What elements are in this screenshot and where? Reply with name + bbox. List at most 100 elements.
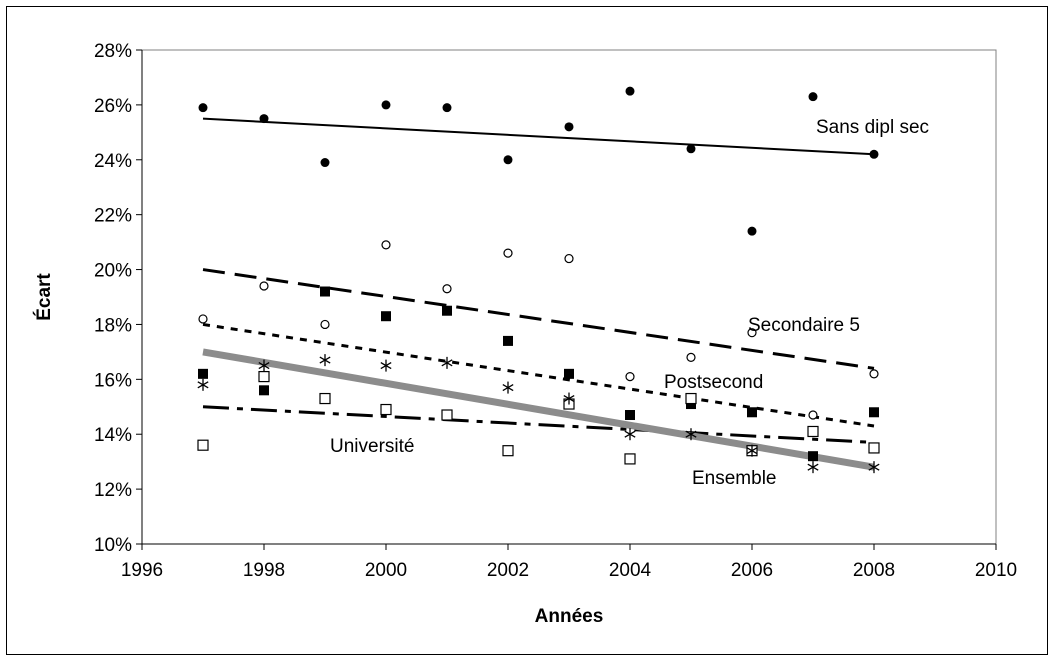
data-point-1 xyxy=(686,144,696,154)
data-point-2 xyxy=(869,369,879,379)
data-point-2 xyxy=(686,352,696,362)
data-point-4 xyxy=(868,442,880,454)
asterisk-stroke xyxy=(197,381,209,389)
y-tick-label: 24% xyxy=(94,151,132,172)
data-point-2 xyxy=(442,284,452,294)
x-axis-title: Années xyxy=(535,606,604,627)
series-label-1: Sans dipl sec xyxy=(816,117,929,138)
trendline-5 xyxy=(202,348,875,471)
data-point-5 xyxy=(685,428,697,441)
data-point-3 xyxy=(564,368,574,379)
data-point-5 xyxy=(502,381,514,394)
y-tick-label: 28% xyxy=(94,41,132,62)
series-label-3: Postsecond xyxy=(664,372,763,393)
data-point-1 xyxy=(503,155,513,165)
trendline-4 xyxy=(202,405,875,444)
data-point-2 xyxy=(625,371,635,382)
asterisk-stroke xyxy=(624,430,636,438)
data-point-3 xyxy=(869,407,879,418)
data-point-1 xyxy=(320,158,330,168)
data-point-3 xyxy=(503,335,513,346)
x-tick-label: 2002 xyxy=(487,560,529,581)
data-point-5 xyxy=(258,359,270,372)
y-tick-label: 14% xyxy=(94,425,132,446)
data-point-3 xyxy=(198,368,208,379)
data-point-4 xyxy=(807,425,819,438)
data-point-3 xyxy=(747,407,757,418)
data-point-2 xyxy=(503,248,513,258)
data-point-2 xyxy=(747,328,757,338)
data-point-5 xyxy=(746,444,758,457)
trendline-3 xyxy=(202,322,875,428)
series-label-2: Secondaire 5 xyxy=(748,315,860,336)
asterisk-stroke xyxy=(441,359,453,367)
data-point-4 xyxy=(197,439,209,451)
data-point-3 xyxy=(259,385,269,396)
data-point-1 xyxy=(381,100,391,110)
data-point-1 xyxy=(808,92,818,102)
data-point-2 xyxy=(381,240,391,250)
x-tick-label: 2006 xyxy=(731,560,773,581)
data-point-5 xyxy=(807,461,819,474)
data-point-3 xyxy=(381,311,391,322)
y-tick-label: 16% xyxy=(94,370,132,391)
data-point-3 xyxy=(320,286,330,297)
data-point-2 xyxy=(320,319,330,330)
y-tick-label: 20% xyxy=(94,261,132,282)
asterisk-stroke xyxy=(502,384,514,392)
data-point-1 xyxy=(259,114,269,124)
data-point-1 xyxy=(198,103,208,113)
asterisk-stroke xyxy=(685,430,697,438)
data-point-1 xyxy=(564,122,574,132)
series-label-5: Ensemble xyxy=(692,468,777,489)
data-point-3 xyxy=(442,305,452,316)
y-tick-label: 22% xyxy=(94,206,132,227)
data-point-2 xyxy=(259,281,269,291)
x-tick-label: 2010 xyxy=(975,560,1017,581)
x-tick-label: 1998 xyxy=(243,560,285,581)
data-point-2 xyxy=(198,314,208,324)
x-tick-label: 2008 xyxy=(853,560,895,581)
data-point-5 xyxy=(563,392,575,405)
data-point-1 xyxy=(747,226,757,236)
x-tick-label: 1996 xyxy=(121,560,163,581)
data-point-1 xyxy=(625,86,635,96)
data-point-5 xyxy=(319,354,331,367)
asterisk-stroke xyxy=(807,463,819,471)
y-tick-label: 26% xyxy=(94,96,132,117)
series-label-4: Université xyxy=(330,436,414,457)
asterisk-stroke xyxy=(746,447,758,455)
y-tick-label: 12% xyxy=(94,480,132,501)
data-point-5 xyxy=(197,378,209,391)
data-point-1 xyxy=(442,103,452,113)
y-tick-label: 10% xyxy=(94,535,132,556)
data-point-4 xyxy=(624,453,636,465)
asterisk-stroke xyxy=(868,463,880,471)
trendline-1 xyxy=(202,117,875,156)
asterisk-stroke xyxy=(563,394,575,403)
data-point-5 xyxy=(868,461,880,474)
data-point-5 xyxy=(441,356,453,369)
data-point-4 xyxy=(441,409,453,421)
data-point-4 xyxy=(502,445,514,457)
data-point-4 xyxy=(380,403,392,416)
x-tick-label: 2000 xyxy=(365,560,407,581)
data-point-2 xyxy=(564,253,574,264)
asterisk-stroke xyxy=(319,356,331,364)
asterisk-stroke xyxy=(380,362,392,370)
data-point-4 xyxy=(258,370,270,383)
data-point-4 xyxy=(685,392,697,405)
y-axis-title: Écart xyxy=(33,273,55,321)
x-tick-label: 2004 xyxy=(609,560,652,581)
data-point-3 xyxy=(625,410,635,421)
data-point-4 xyxy=(319,392,331,405)
trendline-2 xyxy=(202,268,875,370)
data-point-2 xyxy=(808,410,818,420)
asterisk-stroke xyxy=(258,362,270,370)
data-point-5 xyxy=(380,359,392,372)
data-point-1 xyxy=(869,149,879,159)
data-point-5 xyxy=(624,428,636,441)
data-point-3 xyxy=(808,451,818,462)
y-tick-label: 18% xyxy=(94,315,132,336)
